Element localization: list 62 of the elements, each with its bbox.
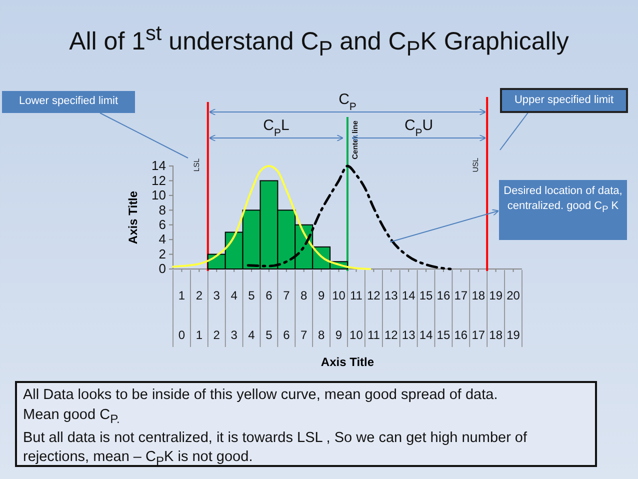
x2-tick-label: 17 xyxy=(472,328,486,342)
y-tick-label: 2 xyxy=(158,246,166,262)
text: All Data looks to be inside of this yellow curve, mean good spread of data. xyxy=(23,387,498,403)
text-box: Desired location of data, centralized. good C$_{P}$ K xyxy=(499,180,627,240)
x2-tick-label: 8 xyxy=(318,328,325,342)
x2-tick-label: 16 xyxy=(454,328,468,342)
text: rejections, mean – C$_{P}$K is not good. xyxy=(23,449,253,468)
y-tick-label: 0 xyxy=(158,261,166,276)
x2-tick-label: 4 xyxy=(248,328,256,342)
x-tick-label: 19 xyxy=(489,288,503,303)
x2-tick-label: 5 xyxy=(266,328,273,342)
text: C$_{P}$L xyxy=(263,117,290,139)
x2-tick-label: 7 xyxy=(300,328,308,342)
x2-tick-label: 1 xyxy=(196,328,203,342)
x-tick-label: 8 xyxy=(300,288,308,303)
x-tick-label: 1 xyxy=(178,288,186,303)
x-tick-label: 3 xyxy=(213,288,220,303)
x-axis-title: Axis Title xyxy=(320,355,374,369)
text: But all data is not centralized, it is towards LSL , So we can get high number of xyxy=(23,430,528,446)
x2-tick-label: 10 xyxy=(350,328,364,342)
y-tick-label: 6 xyxy=(158,217,166,232)
x2-tick-label: 2 xyxy=(213,328,220,342)
x-tick-label: 13 xyxy=(384,288,398,303)
x-tick-label: 12 xyxy=(366,288,381,303)
x-tick-label: 10 xyxy=(332,288,346,303)
x2-tick-label: 11 xyxy=(367,328,380,342)
x2-tick-label: 3 xyxy=(230,328,238,342)
y-tick-label: 10 xyxy=(152,188,166,203)
text: C$_{P}$ xyxy=(338,91,356,113)
x-tick-label: 17 xyxy=(454,288,468,303)
x-tick-label: 14 xyxy=(402,288,416,303)
x2-tick-label: 0 xyxy=(178,328,186,342)
x-tick-label: 7 xyxy=(283,288,290,303)
y-axis-title: Axis Title xyxy=(126,190,140,244)
x-tick-label: 5 xyxy=(248,288,256,303)
x2-tick-label: 6 xyxy=(283,328,290,342)
y-tick-label: 12 xyxy=(152,172,166,188)
x-tick-label: 9 xyxy=(318,288,325,303)
x-tick-label: 2 xyxy=(196,288,203,303)
y-tick-label: 8 xyxy=(158,202,166,218)
text-box: Upper specified limit xyxy=(500,88,628,113)
x2-tick-label: 9 xyxy=(335,328,342,342)
chart-title: All of 1$^{st}$ understand C$_{P}$ and C$_{P}$K Graphically xyxy=(68,22,570,62)
x2-tick-label: 15 xyxy=(436,328,450,342)
x-tick-label: 6 xyxy=(266,288,273,303)
x-tick-label: 16 xyxy=(436,288,450,303)
y-tick-label: 14 xyxy=(152,158,166,174)
x2-tick-label: 12 xyxy=(384,328,398,342)
text-box: Lower specified limit xyxy=(2,91,135,113)
x-tick-label: 20 xyxy=(506,288,520,303)
x2-tick-label: 19 xyxy=(506,328,520,342)
x-tick-label: 4 xyxy=(230,288,238,303)
x2-tick-label: 14 xyxy=(419,328,434,342)
x-tick-label: 11 xyxy=(350,288,363,303)
x-tick-label: 15 xyxy=(419,288,434,303)
x-tick-label: 18 xyxy=(472,288,486,303)
x2-tick-label: 13 xyxy=(402,328,416,342)
text: C$_{P}$U xyxy=(404,117,434,139)
x2-tick-label: 18 xyxy=(489,328,503,342)
line-series xyxy=(246,164,452,270)
y-tick-label: 4 xyxy=(158,232,166,247)
text: Mean good C$_{P.}$ xyxy=(23,406,120,426)
